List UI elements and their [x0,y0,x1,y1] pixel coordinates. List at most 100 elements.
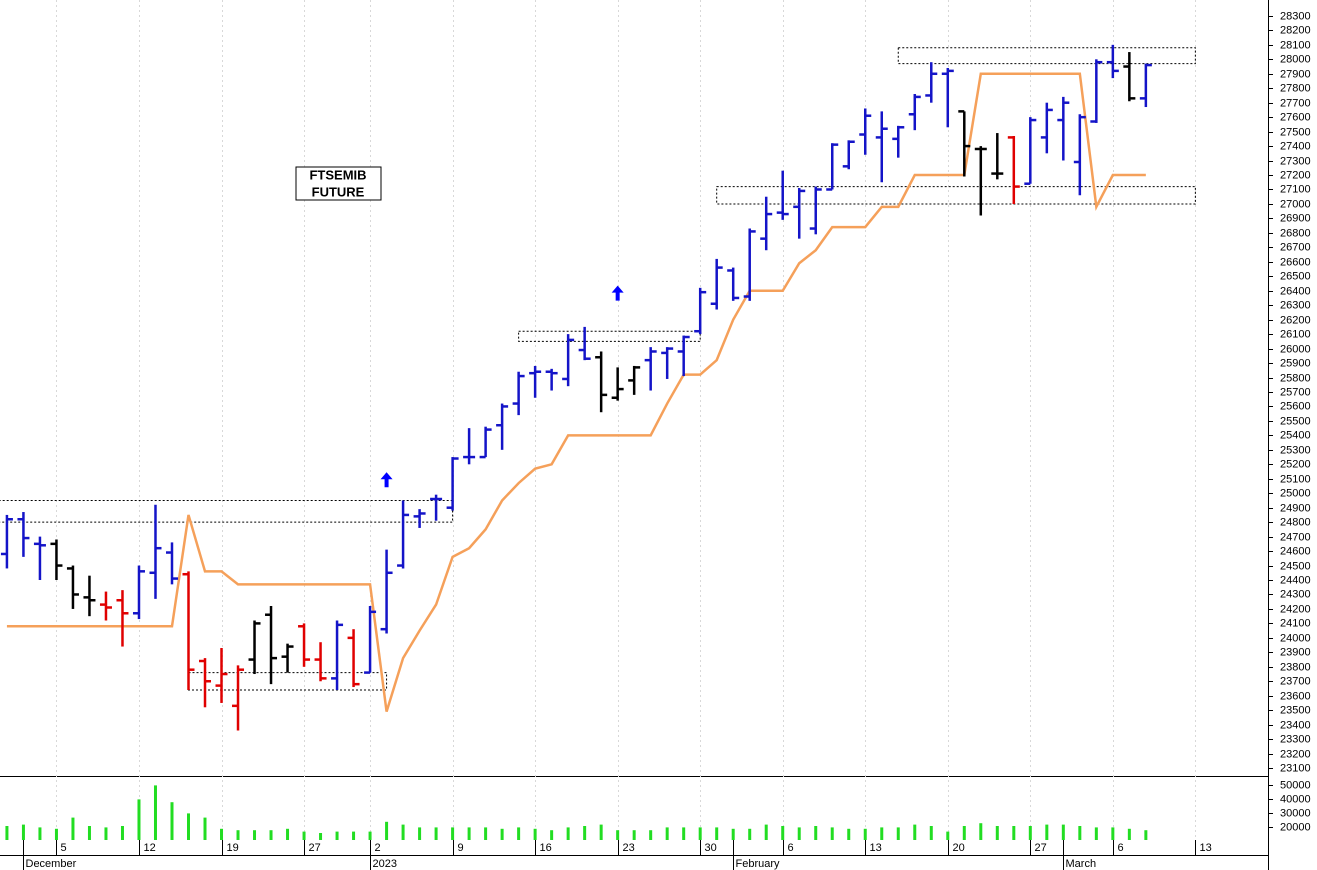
x-tick-label: 27 [309,842,321,854]
x-tick-label: 2 [375,842,381,854]
volume-bar [929,826,933,840]
y-tick-label: 23700 [1280,675,1311,687]
y-tick-label: 27700 [1280,97,1311,109]
y-tick-label: 24700 [1280,531,1311,543]
volume-bar [995,826,999,840]
x-tick-label: 5 [61,842,67,854]
volume-bar [87,826,91,840]
month-label: December [26,858,77,870]
volume-bar [797,827,801,840]
y-tick-label: 25600 [1280,400,1311,412]
y-tick-label: 26200 [1280,314,1311,326]
volume-tick-label: 50000 [1280,779,1311,791]
x-tick-label: 16 [540,842,552,854]
y-tick-label: 26500 [1280,270,1311,282]
y-tick-label: 27900 [1280,68,1311,80]
volume-bar [104,827,108,840]
month-label: March [1066,858,1097,870]
y-tick-label: 23800 [1280,661,1311,673]
volume-bar [153,785,157,840]
y-tick-label: 26900 [1280,212,1311,224]
y-tick-label: 28000 [1280,53,1311,65]
y-tick-label: 24200 [1280,603,1311,615]
volume-bar [632,830,636,840]
y-tick-label: 24800 [1280,516,1311,528]
x-tick-label: 23 [623,842,635,854]
y-tick-label: 27200 [1280,169,1311,181]
volume-bar [649,830,653,840]
y-tick-label: 25800 [1280,372,1311,384]
volume-bar [517,827,521,840]
y-tick-label: 28200 [1280,24,1311,36]
chart-title: FUTURE [312,184,365,199]
volume-bar [302,831,306,840]
y-tick-label: 24300 [1280,588,1311,600]
volume-bar [319,833,323,840]
volume-bar [368,831,372,840]
volume-bar [979,823,983,840]
y-tick-label: 25200 [1280,458,1311,470]
y-tick-label: 24400 [1280,574,1311,586]
volume-bar [137,799,141,840]
stop-line [6,72,1146,713]
x-tick-label: 9 [458,842,464,854]
signal-arrow [611,285,624,301]
y-tick-label: 24900 [1280,502,1311,514]
volume-bar [764,824,768,840]
volume-bar [269,830,273,840]
y-tick-label: 27100 [1280,183,1311,195]
volume-bar [253,830,257,840]
y-tick-label: 23400 [1280,719,1311,731]
y-tick-label: 26100 [1280,328,1311,340]
y-tick-label: 24500 [1280,560,1311,572]
volume-bar [335,831,339,840]
volume-bar [863,828,867,840]
volume-bar [616,830,620,840]
volume-tick-label: 30000 [1280,807,1311,819]
volume-bar [1028,826,1032,840]
volume-bar [1094,827,1098,840]
y-tick-label: 27300 [1280,155,1311,167]
y-tick-label: 25300 [1280,444,1311,456]
x-tick-label: 6 [788,842,794,854]
chart-title: FTSEMIB [309,167,366,182]
volume-bar [550,830,554,840]
volume-bar [38,827,42,840]
volume-bar [220,828,224,840]
y-tick-label: 27800 [1280,82,1311,94]
volume-bar [236,830,240,840]
volume-bar [21,824,25,840]
volume-bar [286,828,290,840]
y-tick-label: 25100 [1280,473,1311,485]
y-tick-label: 25900 [1280,357,1311,369]
y-tick-label: 27400 [1280,140,1311,152]
volume-bar [418,827,422,840]
x-tick-label: 27 [1035,842,1047,854]
zone-box [897,47,1196,65]
volume-bar [434,827,438,840]
volume-bar [731,828,735,840]
volume-bar [5,826,9,840]
volume-bar [186,813,190,840]
volume-bar [896,827,900,840]
y-tick-label: 23500 [1280,704,1311,716]
y-tick-label: 23900 [1280,646,1311,658]
y-tick-label: 26700 [1280,241,1311,253]
volume-bar [533,828,537,840]
y-tick-label: 24600 [1280,545,1311,557]
y-tick-label: 26000 [1280,343,1311,355]
volume-bar [1078,826,1082,840]
volume-bar [385,821,389,840]
volume-bar [566,827,570,840]
title-box [295,166,382,201]
volume-bar [748,828,752,840]
volume-bar [451,827,455,840]
volume-bar [170,802,174,840]
volume-bar [120,826,124,840]
volume-bar [583,826,587,840]
volume-bar [352,831,356,840]
volume-bar [599,824,603,840]
volume-bar [880,827,884,840]
